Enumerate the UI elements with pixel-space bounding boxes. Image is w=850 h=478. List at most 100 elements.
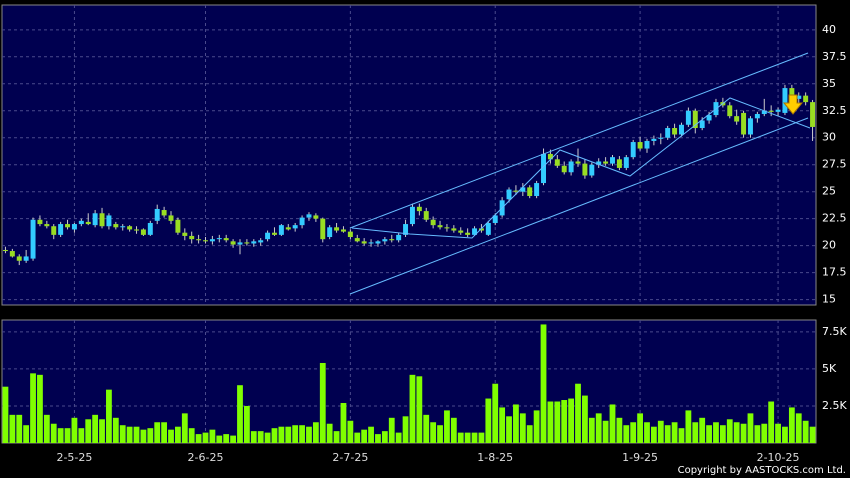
candle-body [616,159,622,168]
volume-bar [644,422,650,443]
volume-bar [23,425,30,443]
candle-body [299,217,305,226]
volume-bar [457,432,464,443]
candle-body [292,225,298,229]
candle-body [416,206,422,212]
candle-body [610,157,615,164]
candle-body [754,113,760,119]
candle-body [803,95,809,103]
candle-body [58,224,64,235]
candle-body [768,110,774,112]
volume-bar [499,407,506,443]
volume-bar [754,425,761,443]
volume-bar [188,428,195,443]
candle-body [603,161,609,164]
volume-bar [450,417,457,443]
volume-bar [664,425,671,443]
volume-bar [92,414,99,443]
x-tick-label: 2-10-25 [757,451,800,464]
candle-body [485,222,491,235]
candle-body [51,226,57,235]
candle-body [810,102,816,127]
candle-body [154,208,160,221]
volume-bar [602,420,609,443]
y-tick-label: 37.5 [822,50,847,63]
volume-bar [513,404,519,443]
volume-bar [168,429,174,443]
candle-body [9,251,15,257]
volume-bar [37,374,43,443]
grid: 15 17.5 20 22.5 25 27.5 30 32.5 35 37.5 40 2.5K 5K 7.… [2,5,847,464]
volume-tick-label: 7.5K [822,325,847,338]
candle-body [630,142,636,158]
marks [2,84,816,443]
candle-body [672,128,678,135]
candle-body [568,161,574,173]
volume-bar [623,425,630,443]
volume-bar [368,426,374,443]
volume-bar [126,426,133,443]
volume-tick-label: 5K [822,362,837,375]
candle-body [465,232,471,235]
volume-bar [354,432,361,443]
volume-bar [568,398,575,443]
volume-bar [375,434,381,443]
volume-bar [133,426,140,443]
candle-body [727,105,733,117]
candle-body [506,189,512,200]
volume-bar [16,414,23,443]
candle-body [347,231,353,238]
volume-bar [616,417,623,443]
candle-body [85,221,91,225]
volume-bar [347,420,354,443]
candle-body [251,241,257,244]
candle-body [658,137,664,139]
volume-bar [706,425,712,443]
y-tick-label: 20 [822,239,836,252]
candle-body [16,256,22,261]
x-tick-label: 1-8-25 [477,451,513,464]
volume-bar [671,422,678,443]
volume-bar [319,362,326,443]
volume-bar [299,425,305,443]
candle-body [120,226,126,228]
volume-bar [575,383,581,443]
candle-body [478,228,484,231]
candle-body [2,249,8,252]
candle-body [623,157,629,168]
candle-body [458,230,464,233]
candle-body [113,224,119,228]
volume-bar [554,401,561,443]
candle-body [644,140,650,149]
candle-body [271,232,277,235]
candle-body [747,118,753,135]
candle-body [775,109,781,112]
volume-bar [437,425,443,443]
candle-body [699,120,705,129]
volume-bar [71,417,78,443]
candle-body [71,224,77,230]
candle-body [313,215,319,219]
volume-bar [395,432,402,443]
candle-body [216,238,222,240]
volume-bar [140,429,147,443]
volume-bar [78,428,85,443]
volume-bar [223,434,230,443]
candle-body [527,187,533,197]
volume-bar [230,435,236,443]
volume-bar [278,426,285,443]
volume-bar [409,374,416,443]
volume-bar [733,422,740,443]
volume-bar [237,385,243,443]
candle-body [492,215,498,223]
volume-bar [692,422,699,443]
x-tick-label: 2-6-25 [188,451,224,464]
candle-body [734,116,740,122]
y-tick-label: 22.5 [822,212,847,225]
y-tick-label: 30 [822,131,836,144]
volume-bar [506,416,512,443]
volume-bar [119,425,126,443]
volume-bar [43,414,50,443]
volume-bar [678,428,685,443]
